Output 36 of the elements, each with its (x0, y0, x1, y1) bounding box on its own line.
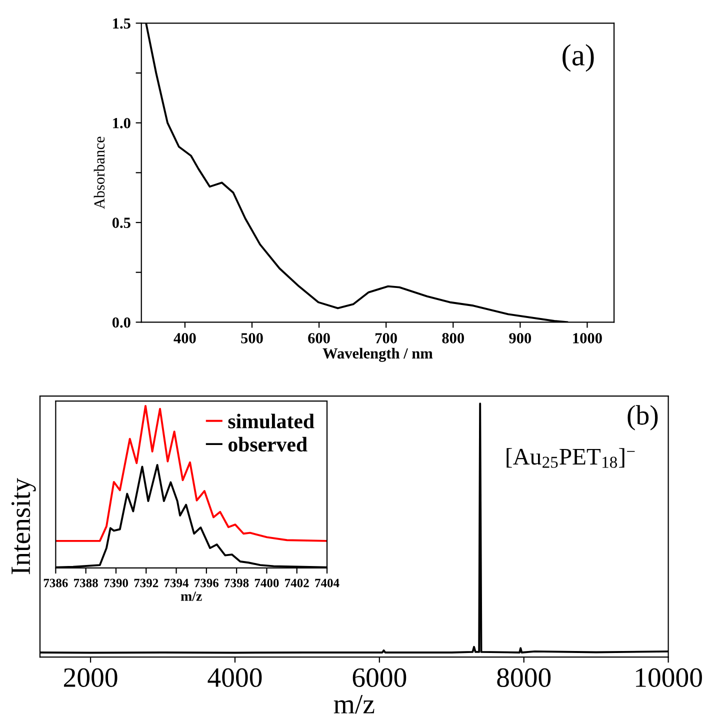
legend-label: simulated (228, 414, 314, 428)
annotation: (a) (562, 44, 594, 72)
y-tick-label: 0.0 (112, 317, 130, 328)
x-tick-label: 8000 (497, 668, 551, 687)
x-axis-title: Wavelength / nm (322, 348, 433, 362)
x-axis-title: m/z (180, 592, 202, 601)
x-tick-label: 700 (376, 333, 397, 344)
x-tick-label: 500 (241, 333, 263, 344)
x-tick-label: 7400 (254, 578, 279, 588)
x-tick-label: 2000 (64, 668, 118, 687)
x-tick-label: 7398 (224, 578, 249, 588)
x-tick-label: 7396 (194, 578, 219, 588)
y-tick-label: 1.0 (113, 118, 130, 128)
x-tick-label: 7390 (104, 578, 128, 588)
y-axis-title: Absorbance (94, 136, 105, 210)
y-tick-label: 1.5 (113, 18, 130, 29)
x-tick-label: 7392 (134, 578, 158, 588)
x-tick-label: 1000 (573, 333, 602, 344)
annotation: (b) (628, 405, 658, 430)
x-tick-label: 7402 (285, 578, 309, 588)
x-tick-label: 7394 (164, 578, 189, 588)
x-tick-label: 7388 (74, 578, 98, 588)
legend-label: observed (228, 436, 308, 452)
x-axis-title: m/z (334, 694, 374, 714)
x-tick-label: 4000 (208, 668, 262, 687)
y-axis-title: Intensity (11, 478, 36, 574)
x-tick-label: 900 (509, 333, 532, 344)
x-tick-label: 10000 (636, 668, 702, 687)
x-tick-label: 6000 (352, 668, 406, 687)
x-tick-label: 400 (174, 333, 196, 344)
x-tick-label: 800 (442, 333, 464, 344)
x-tick-label: 600 (308, 333, 330, 344)
x-tick-label: 7386 (44, 578, 68, 588)
y-tick-label: 0.5 (112, 218, 130, 228)
annotation: [Au$_{25}$PET$_{18}$]$^{−}$ (506, 448, 635, 468)
x-tick-label: 7404 (315, 578, 340, 588)
